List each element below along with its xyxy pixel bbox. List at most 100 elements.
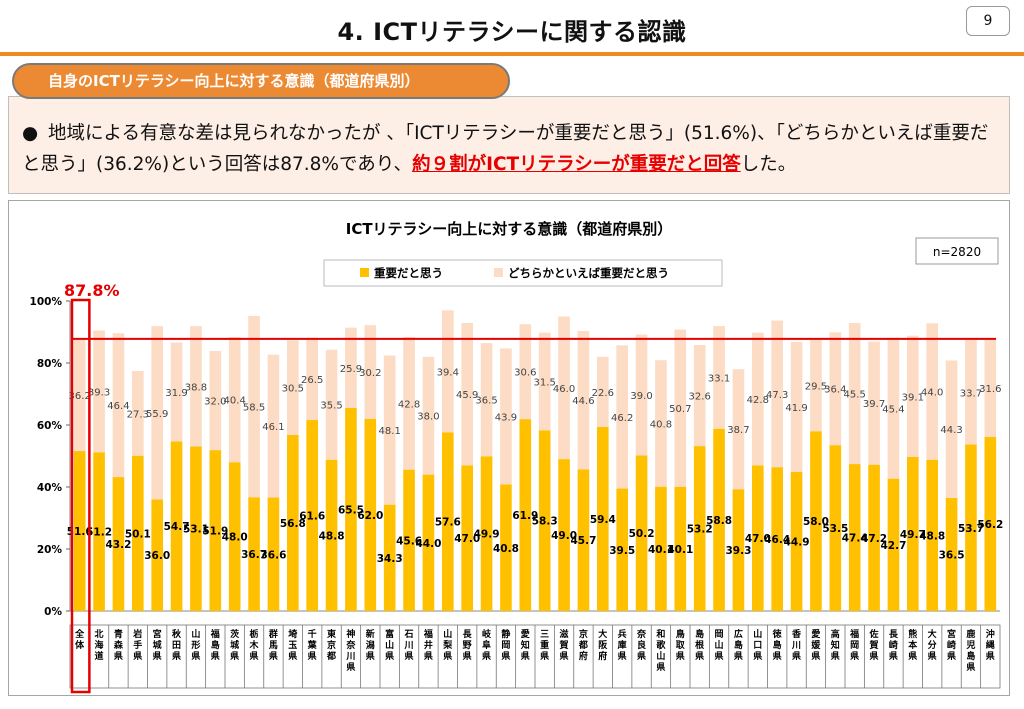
x-tick-label: 長野県 bbox=[463, 629, 473, 662]
total-highlight-frame bbox=[70, 298, 91, 694]
data-label-series2: 38.0 bbox=[417, 412, 439, 423]
legend-swatch-series1 bbox=[360, 268, 369, 277]
y-tick-label: 60% bbox=[37, 420, 63, 432]
x-tick-label: 福岡県 bbox=[849, 628, 859, 662]
data-label-series1: 42.7 bbox=[880, 540, 906, 552]
bar-series1 bbox=[209, 450, 222, 611]
y-tick-label: 0% bbox=[44, 606, 62, 618]
data-label-series1: 59.4 bbox=[590, 514, 616, 526]
bar-series2 bbox=[151, 326, 163, 500]
bar-series1 bbox=[267, 497, 280, 611]
bar-series2 bbox=[829, 332, 842, 446]
x-tick-label: 秋田県 bbox=[171, 628, 182, 662]
x-tick-label: 静岡県 bbox=[501, 628, 510, 662]
data-label-series2: 45.9 bbox=[456, 390, 478, 401]
x-tick-label: 奈良県 bbox=[636, 628, 647, 662]
bar-series2 bbox=[868, 341, 880, 465]
bar-series1 bbox=[403, 469, 415, 611]
data-label-series1: 58.0 bbox=[803, 516, 829, 528]
summary-text-end: した。 bbox=[740, 154, 797, 175]
x-tick-label: 岡山県 bbox=[715, 629, 724, 662]
bar-series2 bbox=[287, 340, 299, 435]
bar-series1 bbox=[558, 459, 570, 611]
data-label-series1: 48.8 bbox=[919, 530, 945, 542]
x-tick-label: 埼玉県 bbox=[288, 628, 297, 662]
bar-series2 bbox=[635, 334, 648, 456]
data-label-series1: 53.2 bbox=[687, 524, 713, 536]
data-label-series2: 36.5 bbox=[475, 396, 497, 407]
data-label-series2: 27.3 bbox=[127, 409, 149, 420]
data-label-series2: 48.1 bbox=[379, 426, 401, 437]
stacked-bar-chart: ICTリテラシー向上に対する意識（都道府県別） n=2820 重要だと思う どちらかと… bbox=[30, 220, 1003, 694]
bar-series1 bbox=[790, 471, 803, 611]
bar-series1 bbox=[965, 444, 977, 611]
data-label-series2: 46.2 bbox=[611, 413, 633, 424]
x-tick-label: 滋賀県 bbox=[559, 628, 569, 662]
data-label-series2: 55.9 bbox=[146, 409, 168, 420]
bar-series1 bbox=[248, 497, 260, 611]
bar-series2 bbox=[209, 350, 222, 451]
data-label-series1: 39.5 bbox=[609, 545, 635, 557]
data-label-series1: 51.2 bbox=[86, 527, 112, 539]
data-label-series2: 46.1 bbox=[262, 422, 284, 433]
bar-series1 bbox=[984, 436, 997, 611]
x-tick-label: 青森県 bbox=[114, 628, 124, 662]
bar-series2 bbox=[887, 337, 900, 479]
reference-label: 87.8% bbox=[64, 281, 120, 300]
bar-series1 bbox=[907, 456, 919, 611]
bar-series2 bbox=[616, 345, 628, 489]
legend-box bbox=[323, 259, 723, 287]
data-label-series2: 44.3 bbox=[940, 425, 962, 436]
bar-series2 bbox=[538, 332, 551, 431]
x-tick-label: 福井県 bbox=[423, 628, 433, 662]
bar-series1 bbox=[616, 488, 628, 611]
bar-series1 bbox=[383, 504, 396, 611]
page-number: 9 bbox=[966, 6, 1010, 36]
x-tick-label: 富山県 bbox=[385, 628, 394, 662]
data-label-series2: 31.9 bbox=[165, 388, 187, 399]
bar-series2 bbox=[907, 335, 919, 457]
x-tick-label: 岐阜県 bbox=[482, 628, 492, 662]
bar-series1 bbox=[887, 478, 900, 611]
legend-label-series1: 重要だと思う bbox=[374, 266, 443, 280]
data-label-series1: 65.5 bbox=[338, 504, 364, 516]
data-label-series2: 30.6 bbox=[514, 368, 536, 379]
data-label-series1: 47.0 bbox=[454, 533, 480, 545]
x-tick-label: 山形県 bbox=[191, 628, 200, 662]
data-label-series1: 49.0 bbox=[551, 530, 577, 542]
data-label-series1: 49.9 bbox=[474, 529, 500, 541]
data-label-series2: 50.7 bbox=[669, 404, 691, 415]
bar-series2 bbox=[577, 331, 590, 470]
bar-series2 bbox=[403, 336, 415, 470]
data-label-series1: 36.6 bbox=[260, 549, 286, 561]
data-label-series2: 32.6 bbox=[689, 392, 711, 403]
bar-series2 bbox=[674, 329, 687, 487]
data-label-series1: 48.0 bbox=[222, 532, 248, 544]
x-tick-label: 沖縄県 bbox=[986, 628, 995, 662]
bar-series1 bbox=[500, 484, 512, 611]
x-tick-label: 北海道 bbox=[95, 628, 104, 662]
x-tick-label: 福島県 bbox=[210, 628, 220, 662]
data-label-series1: 56.8 bbox=[280, 518, 306, 530]
bar-series2 bbox=[267, 354, 280, 498]
data-label-series1: 50.1 bbox=[125, 528, 151, 540]
x-tick-label: 群馬県 bbox=[268, 628, 278, 662]
bar-series1 bbox=[190, 446, 202, 611]
data-label-series1: 47.2 bbox=[861, 533, 887, 545]
data-label-series2: 44.0 bbox=[921, 388, 943, 399]
data-label-series1: 61.6 bbox=[299, 511, 325, 523]
data-label-series2: 36.4 bbox=[824, 385, 846, 396]
data-label-series1: 40.1 bbox=[667, 544, 693, 556]
bar-series2 bbox=[965, 340, 977, 445]
data-label-series1: 40.8 bbox=[493, 543, 519, 555]
bar-series1 bbox=[945, 497, 958, 611]
bar-series1 bbox=[752, 465, 764, 611]
y-tick-label: 100% bbox=[30, 296, 63, 308]
bar-series2 bbox=[306, 337, 318, 421]
data-label-series2: 39.1 bbox=[902, 392, 924, 403]
bar-series2 bbox=[228, 336, 241, 463]
data-label-series1: 54.7 bbox=[164, 521, 190, 533]
bar-series1 bbox=[674, 486, 687, 611]
x-tick-label: 和歌山県 bbox=[655, 628, 666, 673]
x-tick-label: 岩手県 bbox=[132, 628, 142, 662]
